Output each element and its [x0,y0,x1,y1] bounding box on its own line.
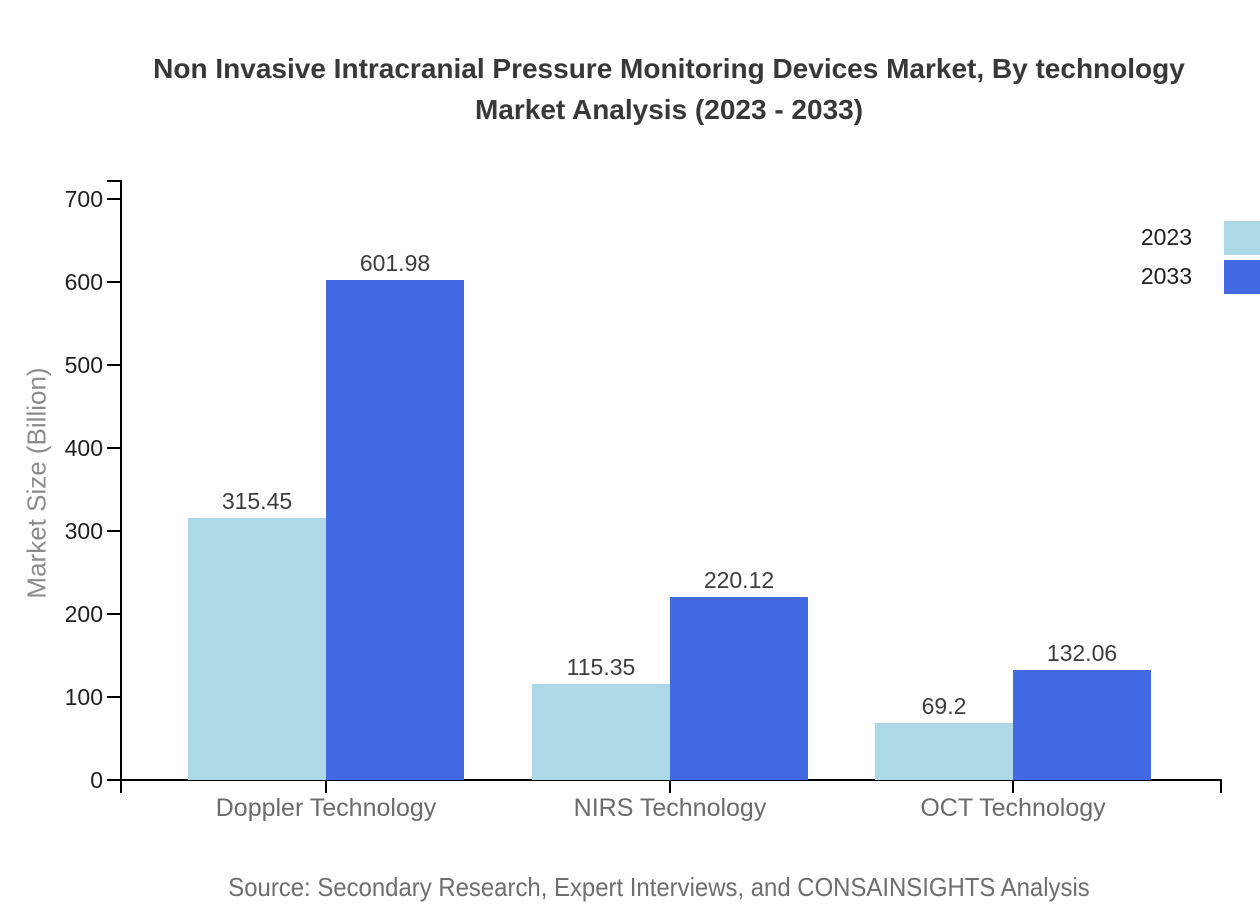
category-label-doppler-technology: Doppler Technology [215,794,437,822]
category-label-nirs-technology: NIRS Technology [573,794,767,822]
bar-2033-nirs-technology [670,597,808,780]
y-tick-label-500: 500 [64,352,103,378]
chart-title-line2: Market Analysis (2023 - 2033) [474,94,864,125]
y-axis-line [120,180,122,793]
legend: 2023 2033 [1141,218,1260,296]
bar-2023-oct-technology [875,723,1013,780]
y-tick-700 [107,198,121,200]
y-tick-300 [107,530,121,532]
y-tick-label-200: 200 [64,601,103,627]
value-label-2033-nirs-technology: 220.12 [703,567,775,593]
y-tick-label-400: 400 [64,435,103,461]
x-tick-nirs-technology [669,780,671,793]
y-tick-100 [107,696,121,698]
x-tick-oct-technology [1012,780,1014,793]
x-axis-end-cap [1220,779,1222,793]
value-label-2033-oct-technology: 132.06 [1046,640,1118,666]
value-label-2023-nirs-technology: 115.35 [566,654,636,680]
legend-item-2033: 2033 [1141,257,1260,296]
y-tick-label-0: 0 [90,767,103,793]
y-tick-label-600: 600 [64,269,103,295]
legend-swatch-2023 [1224,220,1260,255]
value-label-2033-doppler-technology: 601.98 [359,250,431,276]
y-tick-label-100: 100 [64,684,103,710]
y-tick-label-700: 700 [64,186,103,212]
y-axis-top-cap [107,180,122,182]
bar-2023-nirs-technology [532,684,670,780]
x-tick-doppler-technology [325,780,327,793]
y-tick-200 [107,613,121,615]
y-tick-500 [107,364,121,366]
bar-2033-doppler-technology [326,280,464,780]
bar-2023-doppler-technology [188,518,326,780]
bar-2033-oct-technology [1013,670,1151,780]
legend-label-2023: 2023 [1140,224,1192,250]
y-tick-400 [107,447,121,449]
source-note: Source: Secondary Research, Expert Inter… [228,872,1090,902]
y-axis-title: Market Size (Billion) [21,367,52,599]
chart-title: Non Invasive Intracranial Pressure Monit… [78,48,1260,130]
category-label-oct-technology: OCT Technology [920,794,1106,822]
y-tick-600 [107,281,121,283]
y-tick-label-300: 300 [64,518,103,544]
legend-item-2023: 2023 [1141,218,1260,257]
y-tick-0 [107,779,121,781]
value-label-2023-oct-technology: 69.2 [921,693,967,719]
legend-swatch-2033 [1224,259,1260,294]
legend-label-2033: 2033 [1140,263,1192,289]
chart-title-line1: Non Invasive Intracranial Pressure Monit… [153,53,1185,84]
x-axis-line [107,779,1222,781]
value-label-2023-doppler-technology: 315.45 [221,488,293,514]
